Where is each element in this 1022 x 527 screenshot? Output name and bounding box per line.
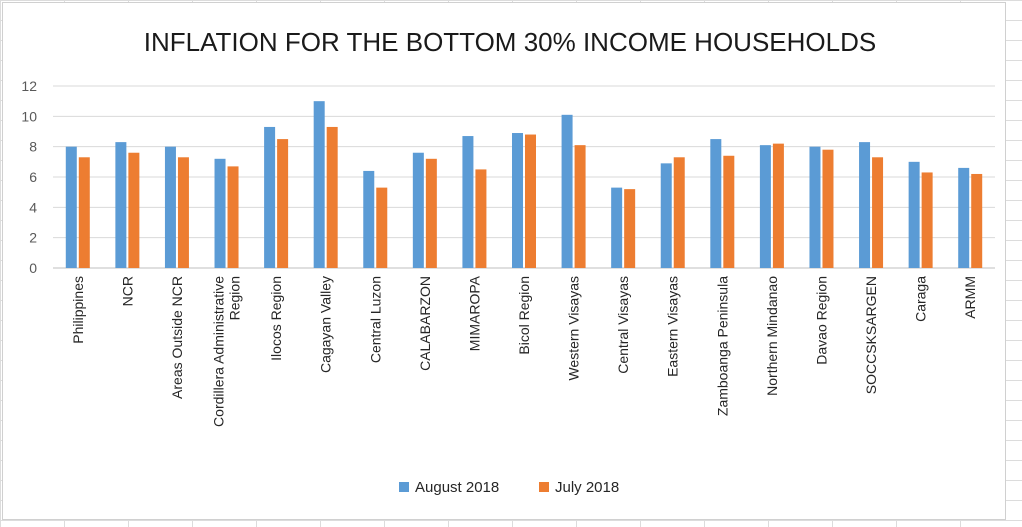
x-category-label: Philippines	[70, 276, 86, 344]
legend-swatch-august-2018	[399, 482, 409, 492]
bar-august-2018	[412, 152, 424, 268]
y-tick-label: 10	[21, 108, 37, 124]
y-tick-label: 4	[29, 199, 37, 215]
bar-august-2018	[859, 142, 871, 268]
bar-august-2018	[908, 161, 920, 268]
legend-swatch-july-2018	[539, 482, 549, 492]
x-category-label: Western Visayas	[566, 276, 582, 381]
bar-july-2018	[376, 187, 388, 268]
x-category-label: CALABARZON	[417, 276, 433, 371]
x-category-label: Eastern Visayas	[665, 276, 681, 377]
x-category-label-line: Cagayan Valley	[318, 276, 334, 373]
bar-july-2018	[723, 155, 735, 268]
x-category-label-line: Eastern Visayas	[665, 276, 681, 377]
x-category-label: Ilocos Region	[268, 276, 284, 361]
x-category-label-line: SOCCSKSARGEN	[863, 276, 879, 394]
x-category-label-line: Ilocos Region	[268, 276, 284, 361]
x-category-label-line: Zamboanga Peninsula	[714, 276, 730, 416]
chart-area[interactable]: INFLATION FOR THE BOTTOM 30% INCOME HOUS…	[2, 2, 1006, 520]
legend-label-august-2018: August 2018	[415, 479, 499, 496]
x-category-label: Cordillera Administrative Region	[211, 276, 243, 427]
x-axis: Philippines NCR Areas Outside NCR Cordiller…	[70, 275, 978, 427]
bar-july-2018	[921, 172, 933, 268]
x-category-label-line: Central Visayas	[615, 276, 631, 374]
bar-august-2018	[809, 146, 821, 268]
x-category-label-line: MIMAROPA	[466, 275, 482, 351]
bar-august-2018	[313, 101, 325, 269]
bar-august-2018	[512, 133, 523, 268]
y-tick-label: 2	[29, 230, 37, 246]
bar-july-2018	[574, 145, 586, 268]
bar-july-2018	[772, 143, 784, 268]
bar-august-2018	[214, 158, 226, 268]
gridlines	[53, 85, 995, 269]
x-category-label-line: NCR	[119, 276, 135, 306]
bar-july-2018	[624, 189, 636, 268]
bar-august-2018	[660, 163, 672, 268]
bar-august-2018	[164, 146, 176, 268]
x-category-label-line: Bicol Region	[516, 276, 532, 355]
y-axis: 0 2 4 6 8 10 12	[21, 78, 37, 276]
x-category-label-line: ARMM	[962, 276, 978, 319]
bar-july-2018	[326, 126, 338, 268]
bar-july-2018	[525, 134, 536, 268]
bar-august-2018	[462, 136, 474, 268]
bar-july-2018	[177, 157, 189, 268]
x-category-label-line: Central Luzon	[367, 276, 383, 363]
bar-july-2018	[673, 157, 685, 268]
x-category-label: Zamboanga Peninsula	[714, 276, 730, 416]
legend[interactable]: August 2018 July 2018	[399, 479, 619, 496]
bar-chart: INFLATION FOR THE BOTTOM 30% INCOME HOUS…	[21, 27, 995, 496]
legend-label-july-2018: July 2018	[555, 479, 619, 496]
x-category-label: NCR	[119, 276, 135, 306]
x-category-label-line: Western Visayas	[566, 276, 582, 381]
bar-august-2018	[611, 187, 623, 268]
x-category-label-line: Davao Region	[813, 276, 829, 365]
bar-august-2018	[759, 145, 771, 268]
y-tick-label: 12	[21, 78, 37, 94]
x-category-label: Central Luzon	[367, 276, 383, 363]
x-category-label-line: Cordillera Administrative	[211, 276, 227, 427]
bar-july-2018	[822, 149, 834, 268]
x-category-label: Bicol Region	[516, 276, 532, 355]
x-category-label: SOCCSKSARGEN	[863, 276, 879, 394]
x-category-label: Central Visayas	[615, 276, 631, 374]
bar-july-2018	[872, 157, 884, 268]
x-category-label: MIMAROPA	[466, 275, 482, 351]
bar-august-2018	[264, 126, 276, 268]
x-category-label-line: Areas Outside NCR	[169, 276, 185, 399]
bar-july-2018	[78, 157, 90, 268]
x-category-label: Northern Mindanao	[764, 276, 780, 396]
bar-august-2018	[561, 114, 573, 268]
bar-july-2018	[277, 139, 289, 268]
y-tick-label: 0	[29, 260, 37, 276]
y-tick-label: 6	[29, 169, 37, 185]
x-category-label: ARMM	[962, 276, 978, 319]
chart-title: INFLATION FOR THE BOTTOM 30% INCOME HOUS…	[144, 27, 876, 57]
bar-august-2018	[115, 142, 127, 268]
bar-july-2018	[227, 166, 239, 268]
x-category-label-line: Philippines	[70, 276, 86, 344]
bar-august-2018	[958, 167, 970, 268]
x-category-label-line: Region	[227, 276, 243, 320]
bar-july-2018	[971, 173, 983, 268]
bar-august-2018	[65, 146, 77, 268]
x-category-label-line: CALABARZON	[417, 276, 433, 371]
x-category-label: Cagayan Valley	[318, 276, 334, 373]
bar-july-2018	[475, 169, 487, 268]
x-category-label-line: Northern Mindanao	[764, 276, 780, 396]
x-category-label: Davao Region	[813, 276, 829, 365]
bar-july-2018	[128, 152, 140, 268]
bars	[65, 101, 983, 269]
bar-july-2018	[425, 158, 437, 268]
x-category-label: Caraga	[913, 276, 929, 322]
bar-august-2018	[710, 139, 722, 268]
x-category-label-line: Caraga	[913, 276, 929, 322]
y-tick-label: 8	[29, 139, 37, 155]
x-category-label: Areas Outside NCR	[169, 276, 185, 399]
bar-august-2018	[363, 170, 375, 268]
